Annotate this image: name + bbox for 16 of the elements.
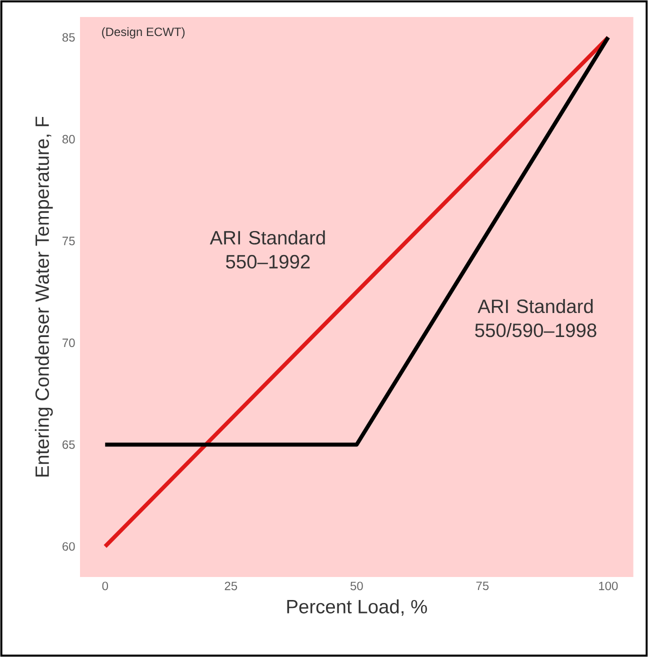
x-tick-label: 0 <box>102 582 108 590</box>
y-tick-label: 60 <box>62 542 75 551</box>
y-tick-label: 65 <box>62 440 75 449</box>
text: ARI Standard 550–1992 <box>210 230 325 269</box>
x-axis-title: Percent Load, % <box>287 599 427 616</box>
x-tick-label: 25 <box>224 582 238 590</box>
y-tick-label: 80 <box>62 134 75 144</box>
series-label: ARI Standard 550/590–1998 <box>475 299 596 338</box>
x-tick-label: 100 <box>599 582 618 590</box>
y-tick-label: 70 <box>62 338 75 348</box>
x-tick-label: 50 <box>350 582 363 590</box>
x-tick-label: 75 <box>476 582 489 590</box>
y-axis-title: Entering Condenser Water Temperature, F <box>34 116 53 476</box>
annotation: (Design ECWT) <box>102 27 185 38</box>
y-tick-label: 75 <box>62 236 75 246</box>
y-tick-label: 85 <box>62 33 75 42</box>
